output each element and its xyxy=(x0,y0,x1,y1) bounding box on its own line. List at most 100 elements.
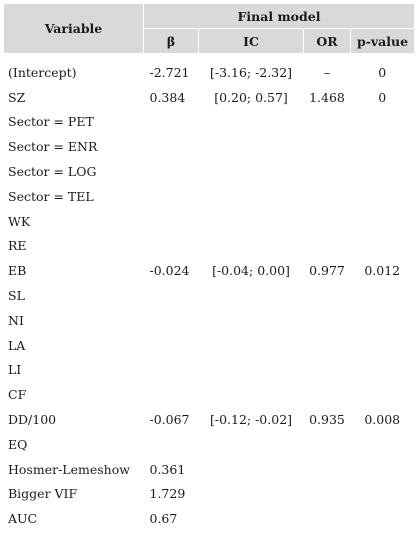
cell-or: 1.468 xyxy=(309,89,345,105)
cell-or xyxy=(304,506,351,531)
cell-ic: [0.20; 0.57] xyxy=(214,89,288,105)
cell-p-value xyxy=(351,457,415,482)
cell-variable: Sector = PET xyxy=(8,114,94,130)
cell-p-value: 0 xyxy=(378,89,387,105)
cell-variable: NI xyxy=(8,312,24,328)
table-row: Hosmer-Lemeshow 0.361 xyxy=(4,457,414,482)
table-row: AUC 0.67 xyxy=(4,506,414,531)
header-final-model: Final model xyxy=(143,4,414,29)
cell-or: 0.935 xyxy=(309,412,345,428)
cell-or xyxy=(304,209,351,234)
table-row: (Intercept) -2.721 [-3.16; -2.32] – 0 xyxy=(4,54,414,85)
cell-p-value: 0 xyxy=(378,64,387,80)
cell-beta: 0.361 xyxy=(149,461,186,477)
cell-or: – xyxy=(323,64,331,80)
table-row: EB -0.024 [-0.04; 0.00] 0.977 0.012 xyxy=(4,258,414,283)
cell-beta: 1.729 xyxy=(149,486,186,502)
cell-variable: LA xyxy=(8,337,26,353)
table-row: Sector = TEL xyxy=(4,184,414,209)
table-row: EQ xyxy=(4,432,414,457)
cell-variable: Bigger VIF xyxy=(8,486,78,502)
table-row: CF xyxy=(4,382,414,407)
table-row: Sector = LOG xyxy=(4,159,414,184)
cell-or xyxy=(304,358,351,383)
cell-or xyxy=(304,234,351,259)
table-row: LI xyxy=(4,358,414,383)
table-row: Sector = PET xyxy=(4,110,414,135)
cell-ic xyxy=(199,482,304,507)
cell-p-value xyxy=(351,134,415,159)
cell-or xyxy=(304,333,351,358)
cell-variable: LI xyxy=(8,362,22,378)
cell-beta xyxy=(144,382,199,407)
cell-ic xyxy=(199,134,304,159)
cell-p-value xyxy=(351,506,415,531)
cell-ic xyxy=(199,457,304,482)
cell-ic xyxy=(199,506,304,531)
cell-p-value xyxy=(351,110,415,135)
cell-ic xyxy=(199,382,304,407)
cell-variable: Sector = LOG xyxy=(8,164,97,180)
cell-ic xyxy=(199,308,304,333)
table-row: WK xyxy=(4,209,414,234)
cell-or xyxy=(304,308,351,333)
cell-beta: -2.721 xyxy=(149,64,190,80)
header-p-value: p-value xyxy=(350,28,414,54)
table-row: Bigger VIF 1.729 xyxy=(4,482,414,507)
cell-variable: SL xyxy=(8,288,25,304)
cell-variable: (Intercept) xyxy=(8,64,77,80)
cell-p-value: 0.012 xyxy=(364,263,401,279)
cell-p-value: 0.008 xyxy=(364,412,401,428)
cell-ic xyxy=(199,333,304,358)
cell-variable: EQ xyxy=(8,436,28,452)
cell-p-value xyxy=(351,234,415,259)
cell-p-value xyxy=(351,308,415,333)
cell-ic xyxy=(199,110,304,135)
cell-variable: RE xyxy=(8,238,27,254)
cell-ic: [-0.12; -0.02] xyxy=(209,412,293,428)
results-table: Variable Final model β IC OR p-value (In… xyxy=(4,4,414,531)
cell-beta: -0.024 xyxy=(149,263,190,279)
header-or: OR xyxy=(303,28,351,54)
table-row: NI xyxy=(4,308,414,333)
cell-or xyxy=(304,134,351,159)
cell-p-value xyxy=(351,482,415,507)
cell-variable: AUC xyxy=(8,511,38,527)
cell-p-value xyxy=(351,159,415,184)
cell-p-value xyxy=(351,333,415,358)
cell-beta xyxy=(144,159,199,184)
cell-beta: 0.67 xyxy=(149,511,178,527)
cell-ic xyxy=(199,209,304,234)
cell-ic xyxy=(199,234,304,259)
cell-variable: EB xyxy=(8,263,27,279)
cell-variable: SZ xyxy=(8,89,26,105)
table-row: SL xyxy=(4,283,414,308)
cell-or xyxy=(304,184,351,209)
cell-beta: -0.067 xyxy=(149,412,190,428)
cell-variable: WK xyxy=(8,213,31,229)
cell-beta xyxy=(144,308,199,333)
cell-ic xyxy=(199,283,304,308)
table-row: RE xyxy=(4,234,414,259)
cell-or xyxy=(304,482,351,507)
cell-or xyxy=(304,159,351,184)
cell-beta: 0.384 xyxy=(149,89,186,105)
cell-or xyxy=(304,432,351,457)
header-beta: β xyxy=(143,28,199,54)
cell-variable: DD/100 xyxy=(8,412,57,428)
table-body: (Intercept) -2.721 [-3.16; -2.32] – 0 SZ 0.384… xyxy=(4,54,414,532)
table-row: SZ 0.384 [0.20; 0.57] 1.468 0 xyxy=(4,85,414,110)
cell-beta xyxy=(144,234,199,259)
cell-ic xyxy=(199,432,304,457)
cell-beta xyxy=(144,283,199,308)
cell-p-value xyxy=(351,184,415,209)
cell-or xyxy=(304,110,351,135)
cell-ic xyxy=(199,184,304,209)
cell-p-value xyxy=(351,283,415,308)
cell-ic: [-3.16; -2.32] xyxy=(209,64,293,80)
header-variable: Variable xyxy=(4,4,144,54)
cell-variable: CF xyxy=(8,387,27,403)
cell-or xyxy=(304,457,351,482)
cell-beta xyxy=(144,432,199,457)
